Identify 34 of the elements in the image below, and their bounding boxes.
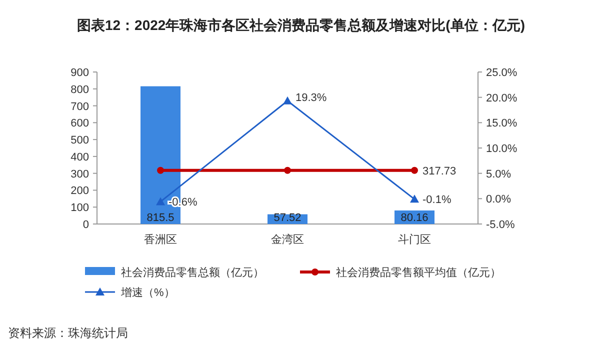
y2-tick-label: 5.0%	[486, 168, 512, 180]
y-tick-label: 300	[70, 168, 89, 180]
y2-tick-label: 20.0%	[486, 92, 518, 104]
y-tick-label: 100	[70, 202, 89, 214]
data-label: 80.16	[400, 212, 428, 224]
point	[156, 197, 165, 206]
y-tick-label: 400	[70, 151, 89, 164]
data-label: -0.1%	[422, 194, 452, 206]
x-tick-label: 斗门区	[398, 233, 431, 246]
data-label: 57.52	[274, 212, 302, 224]
text: 资料来源：珠海统计局	[8, 326, 128, 340]
y2-tick-label: -5.0%	[486, 219, 515, 231]
legend-label: 增速（%）	[120, 286, 175, 299]
y-tick-label: 0	[82, 219, 89, 231]
data-label: 317.73	[422, 165, 456, 178]
y-tick-label: 500	[70, 134, 89, 147]
data-label: 19.3%	[296, 92, 327, 104]
legend-label: 社会消费品零售总额（亿元）	[121, 266, 264, 279]
data-label: 815.5	[146, 212, 174, 224]
point	[283, 96, 292, 104]
y-tick-label: 800	[70, 84, 89, 96]
y-tick-label: 900	[70, 67, 89, 79]
y2-tick-label: 25.0%	[486, 67, 518, 79]
y2-tick-label: 15.0%	[486, 118, 518, 130]
chart-title: 图表12：2022年珠海市各区社会消费品零售总额及增速对比(单位：亿元)	[76, 17, 526, 33]
y-tick-label: 700	[70, 100, 89, 113]
x-tick-label: 香洲区	[144, 233, 177, 246]
x-tick-label: 金湾区	[271, 233, 304, 246]
point	[410, 194, 419, 203]
y-tick-label: 600	[70, 118, 89, 130]
y2-tick-label: 0.0%	[486, 194, 512, 206]
y-tick-label: 200	[70, 185, 89, 198]
legend-label: 社会消费品零售额平均值（亿元）	[336, 266, 501, 279]
y2-tick-label: 10.0%	[486, 143, 518, 155]
